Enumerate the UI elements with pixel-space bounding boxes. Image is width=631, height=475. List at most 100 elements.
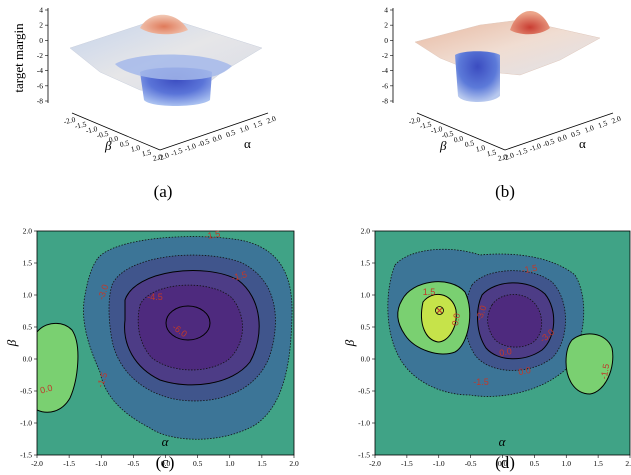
alpha-axis-label-b: α (579, 136, 586, 151)
z-tick-label: 4 (384, 6, 388, 15)
x-tick-label: -2.0 (369, 459, 381, 468)
z-tick-label: -4 (382, 66, 388, 75)
x-ticks-c: -2.0 -1.5 -1.0 -0.5 0.0 0.5 1.0 1.5 2.0 (31, 455, 299, 468)
alpha-tick-label: 1.0 (238, 123, 250, 135)
x-tick-label: 1.5 (257, 459, 267, 468)
y-tick-label: -1.5 (358, 451, 370, 460)
x-tick-label: -1.0 (95, 459, 107, 468)
beta-tick-label: 1.5 (141, 148, 152, 159)
z-tick-label: 2 (39, 21, 43, 30)
alpha-tick-label: 0.5 (225, 128, 237, 140)
x-tick-label: 2.0 (625, 459, 631, 468)
contour-level-c-5 (165, 305, 211, 341)
y-tick-label: 0.0 (23, 355, 33, 364)
y-tick-label: -0.5 (20, 387, 32, 396)
contour-level-c-6 (37, 323, 79, 413)
surface-peak-a (140, 14, 188, 35)
x-tick-label: 0.5 (193, 459, 203, 468)
caption-c: (c) (156, 453, 175, 472)
alpha-tick-label: -2.0 (156, 150, 170, 163)
x-axis-label-c: α (162, 434, 170, 449)
y-ticks-d: -1.5 -1.0 -0.5 0.0 0.5 1.0 1.5 2.0 (358, 227, 375, 460)
beta-axis-label-a: β (104, 138, 112, 153)
x-tick-label: 0.0 (498, 459, 508, 468)
beta-tick-label: 0.5 (464, 138, 475, 149)
alpha-tick-label: 1.5 (597, 118, 609, 130)
z-tick-label: -6 (382, 81, 388, 90)
x-axis-label-d: α (499, 434, 507, 449)
contour-label: 0.0 (498, 346, 512, 358)
x-tick-label: 2.0 (289, 459, 299, 468)
contour-label: -1.5 (95, 371, 110, 389)
surface-plot-a: 420-2-4-6-8 target margin -2.0-1.5-1.0-0… (11, 6, 277, 202)
contour-label: 0.0 (450, 312, 462, 326)
surface-plot-b: 420-2-4-6-8 -2.0-1.5-1.0-0.50.0 0.5 1.0 1.5… (382, 6, 623, 202)
contour-label: -4.5 (147, 292, 163, 302)
contour-label: -1.5 (473, 377, 489, 387)
beta-tick-label: 2.0 (497, 152, 508, 163)
surface-bowl-b (455, 51, 500, 102)
x-tick-label: -0.5 (465, 459, 477, 468)
z-tick-label: -2 (382, 51, 388, 60)
z-tick-label: -4 (37, 66, 43, 75)
y-tick-label: 2.0 (361, 227, 371, 236)
caption-d: (d) (495, 453, 515, 472)
alpha-tick-label: -0.5 (542, 136, 556, 149)
contour-level-d-7 (565, 333, 614, 395)
contour-label: -3.0 (96, 283, 110, 301)
beta-tick-label: 0.0 (453, 134, 464, 145)
y-tick-label: -1.0 (358, 419, 370, 428)
z-tick-label: 2 (384, 21, 388, 30)
z-tick-label: -8 (37, 97, 43, 106)
alpha-tick-label: 1.5 (252, 118, 264, 130)
z-tick-label: -2 (37, 51, 43, 60)
beta-axis-a (71, 112, 161, 151)
surface-plateau-b (414, 19, 601, 76)
beta-ticks-a: -2.0-1.5-1.0-0.50.0 0.5 1.0 1.5 2.0 (63, 115, 164, 163)
contour-label: -1.5 (521, 263, 538, 276)
z-tick-label: -6 (37, 81, 43, 90)
alpha-tick-label: 0.5 (570, 128, 582, 140)
y-ticks-c: -1.5 -1.0 -0.5 0.0 0.5 1.0 1.5 2.0 (20, 227, 37, 460)
beta-axis-label-b: β (439, 138, 447, 153)
x-tick-label: -0.5 (127, 459, 139, 468)
y-tick-label: 0.5 (23, 323, 33, 332)
z-ticks-b: 4 2 0 -2 -4 -6 -8 (382, 6, 393, 106)
y-tick-label: 2.0 (23, 227, 33, 236)
beta-tick-label: 1.0 (130, 143, 141, 154)
y-axis-label-d: β (342, 339, 357, 347)
x-tick-label: -1.5 (63, 459, 75, 468)
beta-tick-label: 1.5 (486, 148, 497, 159)
x-tick-label: 1.0 (562, 459, 572, 468)
x-ticks-d: -2.0 -1.5 -1.0 -0.5 0.0 0.5 1.0 1.5 2.0 (369, 455, 631, 468)
beta-tick-label: -1.5 (74, 119, 88, 130)
z-tick-label: -8 (382, 97, 388, 106)
x-tick-label: -1.0 (433, 459, 445, 468)
beta-tick-label: 2.0 (152, 152, 163, 163)
beta-ticks-b: -2.0-1.5-1.0-0.50.0 0.5 1.0 1.5 2.0 (408, 115, 509, 163)
x-tick-label: 1.0 (225, 459, 235, 468)
contour-plot-c: -1.5-1.5-3.0 -4.5-1.50.0-6.0 -2.0 -1.5 -1.0… (4, 227, 299, 473)
alpha-axis-b (504, 112, 614, 151)
x-tick-label: 1.5 (593, 459, 603, 468)
alpha-tick-label: -1.0 (183, 141, 197, 154)
alpha-tick-label: 0.0 (556, 132, 568, 144)
caption-a: (a) (154, 182, 173, 201)
alpha-tick-label: 0.0 (211, 132, 223, 144)
alpha-tick-label: 2.0 (265, 114, 277, 126)
alpha-ticks-b: -2.0 -1.5 -1.0 -0.5 0.0 0.5 1.0 1.5 2.0 (501, 114, 622, 163)
y-tick-label: 1.0 (23, 291, 33, 300)
beta-tick-label: 1.0 (475, 143, 486, 154)
alpha-tick-label: 2.0 (610, 114, 622, 126)
beta-tick-label: -1.5 (419, 119, 433, 130)
y-tick-label: 0.5 (361, 323, 371, 332)
alpha-ticks-a: -2.0 -1.5 -1.0 -0.5 0.0 0.5 1.0 1.5 2.0 (156, 114, 277, 163)
y-tick-label: -1.0 (20, 419, 32, 428)
x-tick-label: -1.5 (401, 459, 413, 468)
y-tick-label: 0.0 (361, 355, 371, 364)
alpha-tick-label: -0.5 (197, 136, 211, 149)
contour-level-d-6 (421, 294, 457, 343)
y-tick-label: 1.5 (23, 259, 33, 268)
y-tick-label: 1.0 (361, 291, 371, 300)
